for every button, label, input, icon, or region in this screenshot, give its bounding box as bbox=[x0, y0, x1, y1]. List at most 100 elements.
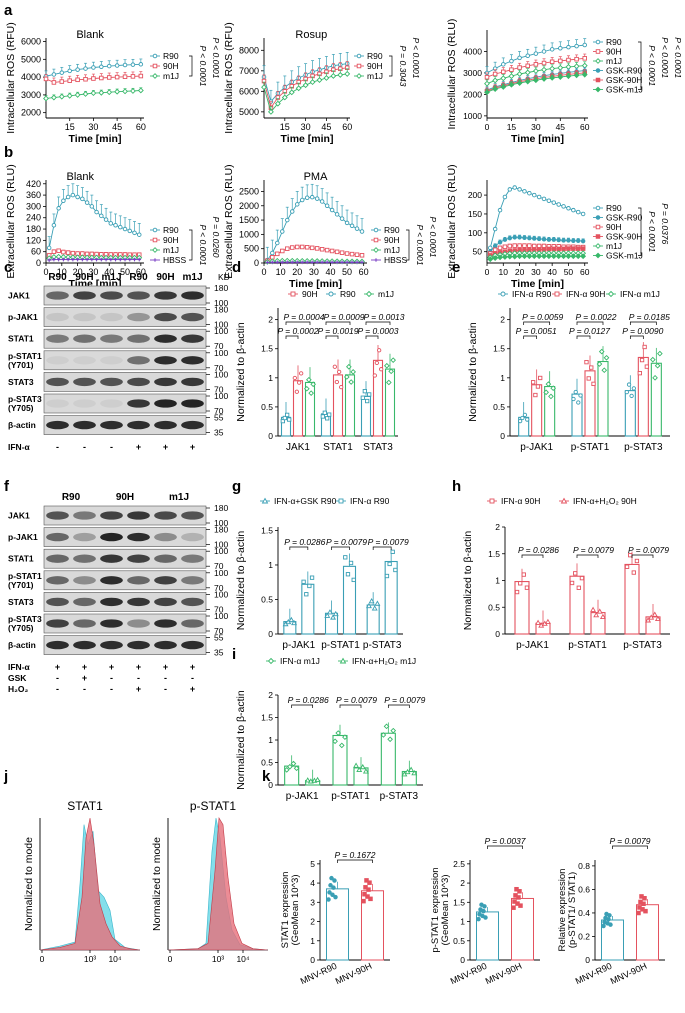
x-tick-label: 40 bbox=[104, 267, 114, 277]
blot-band bbox=[100, 597, 123, 607]
lane-header: R90 bbox=[129, 272, 148, 283]
data-point bbox=[482, 904, 487, 909]
data-point bbox=[122, 62, 128, 68]
data-point bbox=[390, 357, 397, 364]
y-tick-label: 2.5 bbox=[453, 859, 465, 869]
data-point bbox=[631, 386, 637, 391]
blot-band bbox=[100, 640, 123, 650]
data-point bbox=[511, 253, 518, 260]
stat-bracket bbox=[365, 321, 391, 325]
data-point bbox=[106, 89, 113, 96]
data-point bbox=[527, 243, 532, 248]
blot-band bbox=[46, 554, 69, 563]
category-label: p-STAT3 bbox=[623, 640, 662, 651]
data-point bbox=[287, 763, 293, 770]
blot-band bbox=[154, 334, 177, 343]
y-tick-label: 1 bbox=[268, 560, 273, 570]
data-point bbox=[525, 417, 530, 422]
data-point bbox=[371, 605, 378, 611]
data-point bbox=[333, 894, 338, 900]
data-point bbox=[643, 908, 648, 914]
kd-label: 100 bbox=[214, 348, 228, 358]
data-point bbox=[377, 348, 382, 353]
data-point bbox=[290, 760, 297, 767]
data-point bbox=[285, 412, 290, 418]
x-tick-label: 60 bbox=[342, 122, 352, 132]
panel-letter-b: b bbox=[4, 144, 13, 161]
data-point bbox=[325, 260, 329, 265]
data-point bbox=[345, 260, 349, 265]
data-point bbox=[130, 74, 136, 79]
stat-text: P = 0.0013 bbox=[363, 312, 404, 322]
treatment-sign: + bbox=[82, 673, 87, 683]
data-point bbox=[590, 606, 597, 612]
blot-row-label: β-actin bbox=[8, 640, 36, 650]
treatment-sign: - bbox=[56, 684, 59, 694]
lane-header: R90 bbox=[48, 272, 67, 283]
x-tick-label: 10 bbox=[499, 267, 509, 277]
legend-label: m1J bbox=[606, 56, 622, 66]
data-point bbox=[606, 917, 611, 922]
y-tick-label: 1000 bbox=[463, 111, 482, 121]
y-tick-label: 8000 bbox=[239, 45, 259, 55]
y-tick-label: 3000 bbox=[21, 90, 41, 100]
y-tick-label: 0.4 bbox=[578, 908, 590, 918]
data-point bbox=[343, 555, 348, 560]
blot-band bbox=[100, 334, 123, 343]
data-point bbox=[294, 389, 299, 394]
data-point bbox=[557, 64, 564, 71]
stat-text: P < 0.0001 bbox=[211, 37, 221, 78]
data-point bbox=[291, 619, 298, 626]
data-point bbox=[61, 198, 66, 203]
kd-label: 100 bbox=[214, 320, 228, 330]
x-tick-label: 10 bbox=[276, 267, 286, 277]
data-point bbox=[106, 75, 112, 80]
data-point bbox=[65, 250, 71, 255]
data-point bbox=[65, 194, 71, 200]
y-tick-label: 420 bbox=[26, 179, 41, 189]
y-tick-label: 4 bbox=[310, 878, 315, 888]
y-tick-label: 0 bbox=[268, 431, 273, 441]
data-point bbox=[342, 734, 348, 740]
y-tick-label: 0.5 bbox=[261, 402, 273, 412]
y-tick-label: 2 bbox=[495, 522, 500, 532]
data-point bbox=[408, 766, 415, 772]
treatment-label: H₂O₂ bbox=[8, 684, 29, 694]
data-point bbox=[517, 235, 522, 240]
x-tick-label: 30 bbox=[531, 267, 541, 277]
legend-label: R90 bbox=[606, 203, 622, 213]
y-tick-label: 1500 bbox=[239, 215, 259, 225]
legend-label: R90 bbox=[384, 225, 400, 235]
data-point bbox=[557, 74, 564, 80]
data-point bbox=[348, 379, 354, 385]
data-point bbox=[332, 878, 337, 883]
data-point bbox=[327, 412, 332, 417]
data-point bbox=[631, 570, 636, 575]
data-point bbox=[595, 77, 601, 83]
data-point bbox=[137, 87, 144, 94]
data-point bbox=[114, 74, 120, 80]
data-point bbox=[364, 878, 369, 883]
data-point bbox=[152, 73, 158, 79]
y-tick-label: 0.8 bbox=[578, 861, 590, 871]
stat-text: P = 0.0004 bbox=[283, 312, 324, 322]
legend-label: GSK-m1J bbox=[606, 251, 643, 261]
data-point bbox=[556, 202, 561, 207]
stat-bracket bbox=[638, 207, 642, 256]
x-tick-label: 30 bbox=[309, 267, 319, 277]
blot-band bbox=[181, 377, 204, 387]
data-point bbox=[388, 368, 394, 375]
treatment-sign: - bbox=[164, 684, 167, 694]
stat-bracket bbox=[406, 229, 410, 261]
legend-label: 90H bbox=[163, 61, 179, 71]
category-label: JAK1 bbox=[286, 442, 310, 453]
y-tick-label: 2000 bbox=[239, 201, 259, 211]
data-point bbox=[511, 905, 516, 910]
y-tick-label: 1 bbox=[460, 917, 465, 927]
data-point bbox=[541, 253, 547, 260]
data-point bbox=[137, 257, 142, 262]
data-point bbox=[90, 257, 94, 262]
data-point bbox=[566, 246, 571, 251]
blot-band bbox=[127, 576, 150, 585]
chart-i: 0 0.5 1 1.5 2 p-JAK1 p-STAT1 p-STAT3 Normalized … bbox=[235, 656, 426, 802]
